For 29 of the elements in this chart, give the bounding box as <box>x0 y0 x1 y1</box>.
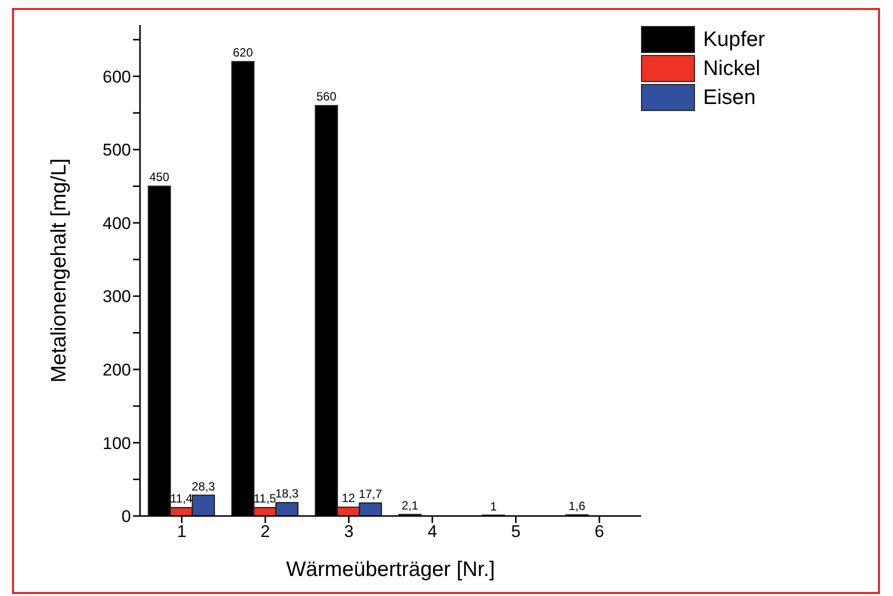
x-tick-label: 3 <box>344 522 354 542</box>
y-tick-label: 400 <box>102 214 131 233</box>
y-tick-label: 500 <box>102 140 131 160</box>
data-label: 17,7 <box>358 487 382 502</box>
y-tick-label: 200 <box>102 360 131 380</box>
data-label: 450 <box>149 170 170 184</box>
x-axis-title: Wärmeüberträger [Nr.] <box>286 558 496 581</box>
legend-label: Nickel <box>703 56 760 80</box>
y-tick-label: 600 <box>102 67 131 86</box>
x-tick-label: 1 <box>177 522 186 542</box>
x-tick-label: 6 <box>594 522 604 542</box>
data-label: 1,6 <box>568 498 586 513</box>
data-label: 12 <box>342 491 356 506</box>
data-label: 18,3 <box>275 486 299 501</box>
y-tick-label: 100 <box>102 434 131 453</box>
x-tick-label: 5 <box>511 522 521 542</box>
y-axis-title: Metalionengehalt [mg/L] <box>47 158 70 383</box>
y-tick-label: 300 <box>102 287 131 306</box>
y-tick-label: 0 <box>122 507 131 526</box>
legend-label: Kupfer <box>703 28 765 52</box>
data-label: 560 <box>316 90 337 104</box>
x-tick-label: 4 <box>428 522 438 542</box>
legend-label: Eisen <box>703 86 756 110</box>
data-label: 1 <box>490 499 498 514</box>
x-tick-label: 2 <box>260 522 270 542</box>
data-label: 11,5 <box>254 492 276 506</box>
data-label: 620 <box>232 46 254 60</box>
data-label: 2,1 <box>402 498 419 512</box>
data-label: 28,3 <box>192 479 216 494</box>
